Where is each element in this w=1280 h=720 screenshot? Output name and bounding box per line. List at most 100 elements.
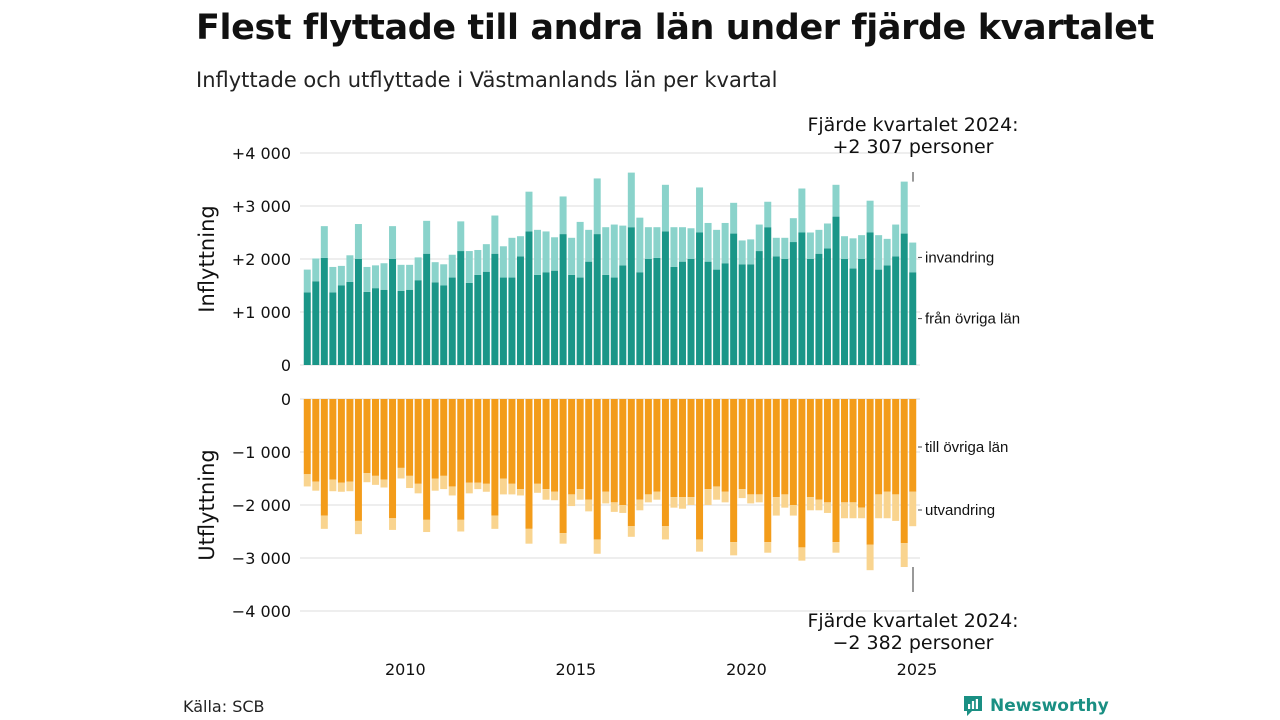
bar-emigration	[653, 491, 661, 500]
bar-from-other-counties	[764, 227, 772, 365]
bar-from-other-counties	[414, 280, 422, 365]
series-label: utvandring	[925, 502, 995, 519]
y-tick-label: 0	[281, 390, 291, 409]
series-label: från övriga län	[925, 311, 1020, 328]
bar-from-other-counties	[363, 291, 371, 365]
bar-emigration	[397, 467, 405, 479]
bar-from-other-counties	[661, 231, 669, 365]
bar-to-other-counties	[551, 399, 559, 492]
bar-to-other-counties	[849, 399, 857, 503]
bar-emigration	[320, 515, 328, 529]
bar-immigration	[516, 236, 524, 257]
bar-to-other-counties	[687, 399, 695, 498]
bar-emigration	[619, 505, 627, 513]
bar-immigration	[841, 236, 849, 259]
bar-to-other-counties	[346, 399, 354, 482]
bar-from-other-counties	[542, 272, 550, 365]
bar-to-other-counties	[781, 399, 789, 495]
source-label: Källa: SCB	[183, 697, 265, 716]
x-tick-label: 2025	[897, 660, 938, 679]
bar-immigration	[551, 237, 559, 271]
bar-immigration	[457, 221, 465, 252]
bar-immigration	[542, 231, 550, 273]
bar-emigration	[687, 497, 695, 505]
bar-to-other-counties	[875, 399, 883, 495]
bar-from-other-counties	[593, 234, 601, 365]
bar-to-other-counties	[534, 399, 542, 484]
bar-to-other-counties	[619, 399, 627, 505]
bar-immigration	[849, 238, 857, 269]
bar-to-other-counties	[670, 399, 678, 498]
bar-immigration	[346, 255, 354, 282]
x-tick-label: 2010	[385, 660, 426, 679]
bar-emigration	[858, 507, 866, 519]
y-tick-label: +2 000	[232, 250, 291, 269]
bar-emigration	[883, 491, 891, 519]
chart-title: Flest flyttade till andra län under fjär…	[196, 8, 1154, 48]
bar-immigration	[576, 221, 584, 278]
bar-immigration	[440, 264, 448, 286]
bar-to-other-counties	[841, 399, 849, 503]
bar-from-other-counties	[465, 282, 473, 365]
bar-emigration	[534, 483, 542, 493]
y-axis-label: Inflyttning	[195, 205, 219, 312]
bar-emigration	[704, 489, 712, 505]
bar-emigration	[593, 539, 601, 554]
bar-from-other-counties	[653, 257, 661, 365]
bar-from-other-counties	[610, 277, 618, 365]
bar-from-other-counties	[858, 259, 866, 365]
bar-to-other-counties	[730, 399, 738, 543]
bar-to-other-counties	[747, 399, 755, 495]
bar-to-other-counties	[440, 399, 448, 476]
bar-emigration	[516, 489, 524, 496]
bar-emigration	[841, 502, 849, 519]
bar-immigration	[653, 227, 661, 258]
bar-to-other-counties	[636, 399, 644, 500]
bar-to-other-counties	[602, 399, 610, 492]
bar-immigration	[363, 266, 371, 292]
bar-from-other-counties	[482, 271, 490, 365]
bar-to-other-counties	[661, 399, 669, 527]
bar-to-other-counties	[406, 399, 414, 476]
bar-immigration	[371, 265, 379, 289]
y-tick-label: −4 000	[232, 602, 291, 621]
bar-emigration	[627, 526, 635, 537]
bar-emigration	[576, 489, 584, 500]
bar-from-other-counties	[491, 253, 499, 365]
bar-emigration	[875, 494, 883, 519]
bar-immigration	[772, 237, 780, 257]
bar-immigration	[687, 228, 695, 259]
bar-to-other-counties	[508, 399, 516, 484]
bar-emigration	[713, 486, 721, 500]
bar-to-other-counties	[704, 399, 712, 490]
bar-from-other-counties	[738, 264, 746, 365]
bar-immigration	[806, 232, 814, 259]
bar-to-other-counties	[644, 399, 652, 495]
bar-to-other-counties	[414, 399, 422, 484]
bar-immigration	[875, 235, 883, 270]
bar-emigration	[568, 494, 576, 507]
bar-from-other-counties	[636, 272, 644, 365]
bar-emigration	[670, 497, 678, 508]
newsworthy-brand[interactable]: Newsworthy	[962, 693, 1109, 719]
bar-to-other-counties	[397, 399, 405, 468]
bar-emigration	[474, 482, 482, 490]
bar-from-other-counties	[397, 290, 405, 365]
bar-immigration	[482, 244, 490, 272]
bar-emigration	[414, 483, 422, 494]
bar-immigration	[858, 235, 866, 259]
bar-to-other-counties	[764, 399, 772, 543]
bar-from-other-counties	[329, 292, 337, 365]
bar-immigration	[585, 229, 593, 262]
bar-to-other-counties	[423, 399, 431, 520]
bar-from-other-counties	[798, 232, 806, 365]
bar-immigration	[670, 227, 678, 267]
bar-from-other-counties	[354, 259, 362, 365]
bar-immigration	[627, 172, 635, 228]
bar-emigration	[303, 474, 311, 487]
bar-to-other-counties	[525, 399, 533, 529]
bar-immigration	[789, 218, 797, 243]
bar-to-other-counties	[474, 399, 482, 483]
bar-from-other-counties	[576, 277, 584, 365]
